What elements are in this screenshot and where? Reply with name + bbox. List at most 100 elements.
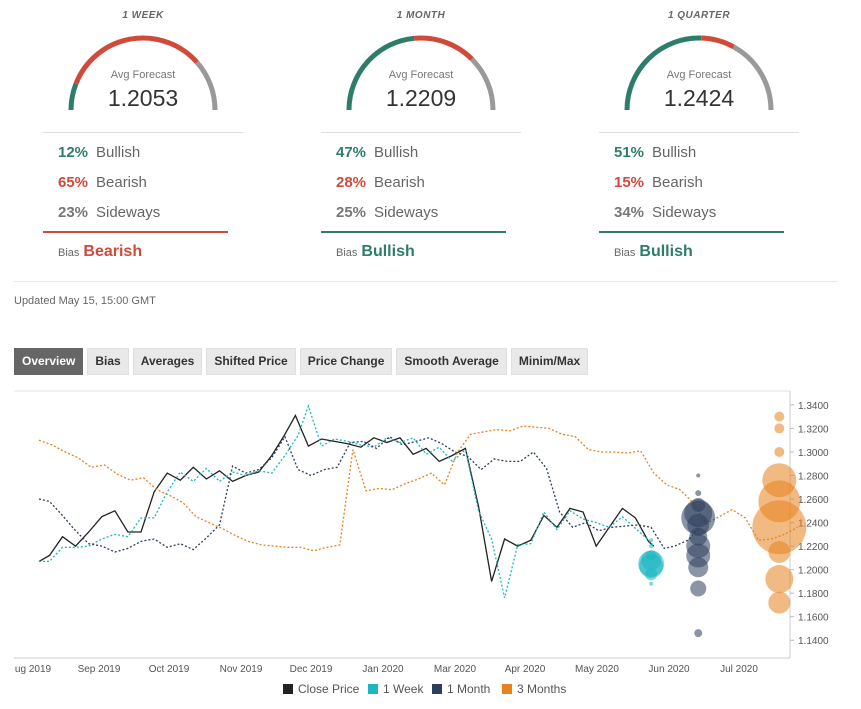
tab-averages[interactable]: Averages <box>132 348 203 375</box>
bubble-1-month <box>684 499 713 528</box>
bullish-row: 51% Bullish <box>614 144 696 161</box>
gauge-bullish-arc <box>624 35 702 111</box>
gauge-bearish-arc <box>701 35 735 50</box>
tab-overview[interactable]: Overview <box>14 348 84 375</box>
legend-label: Close Price <box>298 682 360 696</box>
updated-timestamp: Updated May 15, 15:00 GMT <box>14 295 156 307</box>
bearish-label: Bearish <box>652 174 703 191</box>
chart-tabs: Overview Bias Averages Shifted Price Price C… <box>14 348 589 375</box>
bearish-label: Bearish <box>374 174 425 191</box>
bias: Bias Bullish <box>614 243 693 261</box>
bubble-3-months <box>774 423 785 434</box>
sideways-row: 25% Sideways <box>336 204 438 221</box>
x-tick-label: ug 2019 <box>15 664 52 675</box>
bubble-1-month <box>689 527 708 546</box>
bearish-percent: 28% <box>336 174 367 191</box>
tab-smooth-average[interactable]: Smooth Average <box>396 348 507 375</box>
period-title: 1 QUARTER <box>667 10 731 21</box>
sideways-percent: 23% <box>58 204 89 221</box>
bubble-1-week <box>645 568 658 581</box>
legend-swatch <box>502 684 512 694</box>
bullish-label: Bullish <box>652 144 697 161</box>
bias-underline <box>321 231 506 233</box>
legend-swatch <box>432 684 442 694</box>
forecast-gauge <box>346 35 496 111</box>
bubble-1-week <box>638 550 665 577</box>
bearish-percent: 65% <box>58 174 89 191</box>
bearish-row: 65% Bearish <box>58 174 147 191</box>
bias-value: Bullish <box>639 243 693 260</box>
x-tick-label: Apr 2020 <box>505 664 546 675</box>
x-tick-label: Jan 2020 <box>362 664 404 675</box>
gauge-sideways-arc <box>470 57 496 111</box>
y-tick-label: 1.2000 <box>798 566 829 577</box>
bias-label: Bias <box>614 247 636 259</box>
bubble-1-week <box>649 581 654 586</box>
y-tick-label: 1.3000 <box>798 448 829 459</box>
bubble-1-month <box>687 513 710 536</box>
x-tick-label: Jun 2020 <box>648 664 690 675</box>
legend-label: 1 Month <box>447 682 490 696</box>
bias-value: Bullish <box>361 243 415 260</box>
bubble-1-month <box>690 580 707 597</box>
legend-label: 1 Week <box>383 682 424 696</box>
bubble-1-month <box>688 557 709 578</box>
avg-forecast-value: 1.2424 <box>663 85 735 111</box>
avg-forecast-label: Avg Forecast <box>388 69 454 81</box>
sideways-label: Sideways <box>652 204 717 221</box>
bullish-row: 12% Bullish <box>58 144 140 161</box>
period-title: 1 MONTH <box>396 10 446 21</box>
bubble-1-month <box>686 534 711 559</box>
x-tick-label: Oct 2019 <box>149 664 190 675</box>
forecast-gauge <box>624 35 774 111</box>
bubble-3-months <box>774 446 785 457</box>
bullish-percent: 47% <box>336 144 367 161</box>
legend-swatch <box>368 684 378 694</box>
bubble-1-month <box>691 497 706 512</box>
y-tick-label: 1.1600 <box>798 613 829 624</box>
tab-price-change[interactable]: Price Change <box>299 348 393 375</box>
x-tick-label: Mar 2020 <box>434 664 477 675</box>
bubble-1-month <box>681 500 716 535</box>
y-tick-label: 1.3400 <box>798 401 829 412</box>
bubble-1-week <box>649 538 654 543</box>
bias-value: Bearish <box>83 243 143 260</box>
tab-minim-max[interactable]: Minim/Max <box>510 348 589 375</box>
sideways-row: 23% Sideways <box>58 204 160 221</box>
gauge-sideways-arc <box>195 60 218 111</box>
bubble-1-week <box>646 550 657 561</box>
x-tick-label: Jul 2020 <box>720 664 758 675</box>
gauge-bullish-arc <box>346 35 415 111</box>
y-tick-label: 1.1800 <box>798 589 829 600</box>
bubble-1-week <box>649 544 654 549</box>
bearish-percent: 15% <box>614 174 645 191</box>
sideways-percent: 25% <box>336 204 367 221</box>
bubble-3-months <box>768 591 791 614</box>
y-tick-label: 1.2400 <box>798 519 829 530</box>
y-tick-label: 1.3200 <box>798 424 829 435</box>
bubble-1-month <box>696 473 701 478</box>
tab-bias[interactable]: Bias <box>87 348 129 375</box>
bearish-row: 28% Bearish <box>336 174 425 191</box>
avg-forecast-value: 1.2209 <box>385 85 457 111</box>
y-tick-label: 1.2200 <box>798 542 829 553</box>
divider <box>599 132 799 133</box>
bias: Bias Bearish <box>58 243 142 261</box>
forecast-gauge <box>68 35 218 111</box>
bullish-label: Bullish <box>96 144 141 161</box>
y-tick-label: 1.1400 <box>798 636 829 647</box>
x-tick-label: Nov 2019 <box>220 664 263 675</box>
bias-label: Bias <box>336 247 358 259</box>
bias-underline <box>43 231 228 233</box>
bullish-label: Bullish <box>374 144 419 161</box>
bubble-3-months <box>752 500 807 555</box>
x-tick-label: Dec 2019 <box>290 664 333 675</box>
bubble-3-months <box>758 480 801 523</box>
legend-label: 3 Months <box>517 682 566 696</box>
bubble-3-months <box>768 540 791 563</box>
gauge-bearish-arc <box>413 35 474 61</box>
avg-forecast-value: 1.2053 <box>107 85 179 111</box>
tab-shifted-price[interactable]: Shifted Price <box>206 348 296 375</box>
bias-underline <box>599 231 784 233</box>
bullish-percent: 51% <box>614 144 645 161</box>
